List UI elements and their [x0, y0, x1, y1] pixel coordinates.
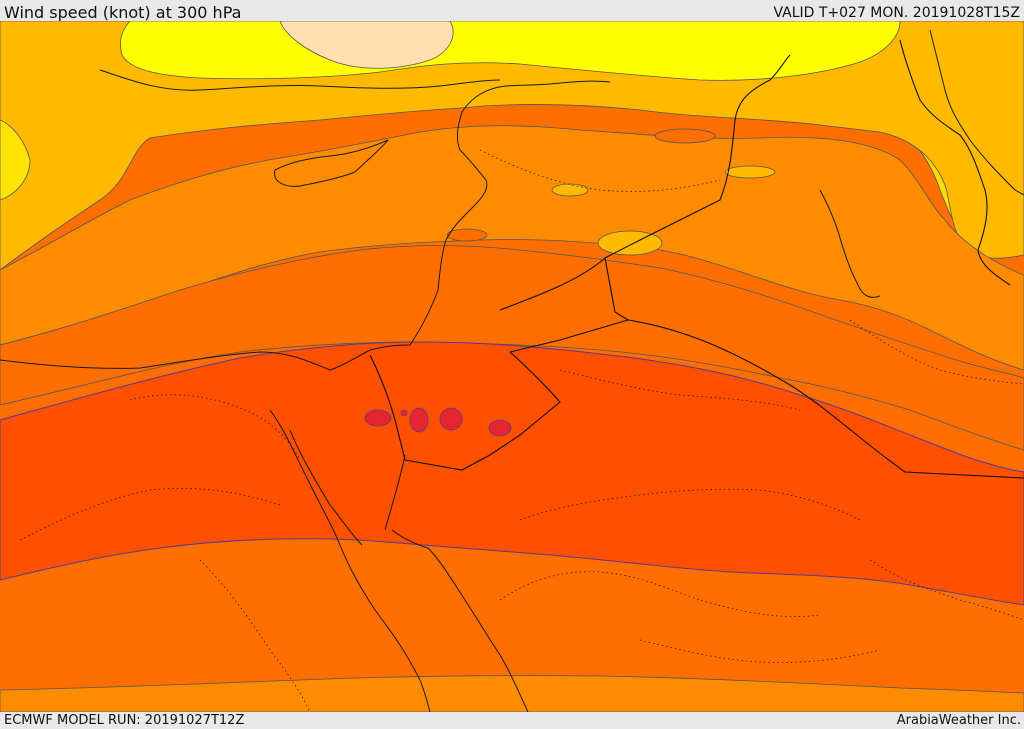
border-jordan-iraq: [509, 257, 630, 353]
footer-bar: ECMWF MODEL RUN: 20191027T12Z ArabiaWeat…: [0, 712, 1024, 729]
province-boundary: [479, 149, 721, 192]
credit-label: ArabiaWeather Inc.: [896, 713, 1021, 728]
model-run-label: ECMWF MODEL RUN: 20191027T12Z: [4, 713, 245, 728]
border-saudi-jordan: [404, 351, 561, 471]
band-amber: [0, 21, 1024, 271]
coastline-eastern-med: [0, 80, 611, 371]
coastline-red-sea-east: [391, 529, 529, 712]
jet-max-spot: [488, 419, 512, 437]
band-orange: [0, 125, 1024, 371]
jet-max-spot: [409, 407, 429, 433]
province-boundary: [499, 571, 821, 617]
isotach-spot: [654, 128, 716, 144]
valid-time-label: VALID T+027 MON. 20191028T15Z: [773, 5, 1020, 21]
jet-max-spot: [400, 409, 408, 417]
coastline-red-sea-west: [269, 409, 431, 712]
coastline-caspian: [929, 29, 1024, 196]
coastline-cyprus: [274, 139, 389, 187]
coastline-gulf-suez: [289, 429, 363, 546]
isotach-spot: [597, 230, 663, 256]
border-egypt-israel: [369, 354, 406, 461]
header-bar: Wind speed (knot) at 300 hPa VALID T+027…: [0, 0, 1024, 22]
province-boundary: [559, 369, 801, 411]
isotach-spot: [446, 228, 488, 242]
coastline-gulf: [819, 189, 881, 298]
province-boundary: [639, 639, 881, 663]
coastline-turkey: [99, 69, 501, 91]
band-yellow-west: [0, 119, 31, 201]
province-boundary: [519, 488, 861, 521]
jet-max-spot: [439, 407, 463, 431]
map-title: Wind speed (knot) at 300 hPa: [4, 3, 242, 22]
band-lightest: [279, 21, 454, 69]
province-boundary: [129, 394, 301, 461]
coastline-gulf-aqaba: [384, 454, 406, 531]
jet-max-spot: [364, 409, 392, 427]
isotach-spot: [551, 183, 589, 197]
province-boundary: [19, 488, 281, 541]
isotach-spot: [724, 165, 776, 179]
border-syria-iraq: [499, 54, 791, 311]
province-boundary: [869, 559, 1024, 621]
border-saudi-iraq: [627, 319, 1024, 479]
wind-speed-map: [0, 21, 1024, 712]
border-iraq-iran: [899, 39, 1011, 286]
band-upper-light-south: [0, 675, 1024, 712]
